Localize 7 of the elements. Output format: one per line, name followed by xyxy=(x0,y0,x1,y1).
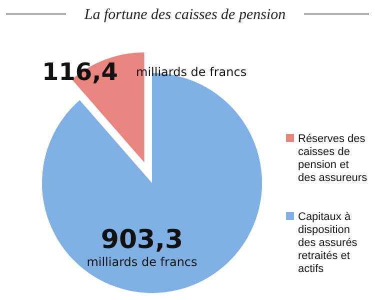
data-label: 903,3 xyxy=(100,225,184,255)
legend-label: Réserves des caisses de pension et des assureurs xyxy=(298,133,368,184)
data-label: 116,4 xyxy=(42,58,118,86)
chart-title: La fortune des caisses de pension xyxy=(83,7,286,23)
text: milliards de francs xyxy=(86,255,198,269)
text: milliards de francs xyxy=(136,65,247,79)
legend-label: Capitaux à disposition des assurés retraités et actifs xyxy=(298,211,358,275)
